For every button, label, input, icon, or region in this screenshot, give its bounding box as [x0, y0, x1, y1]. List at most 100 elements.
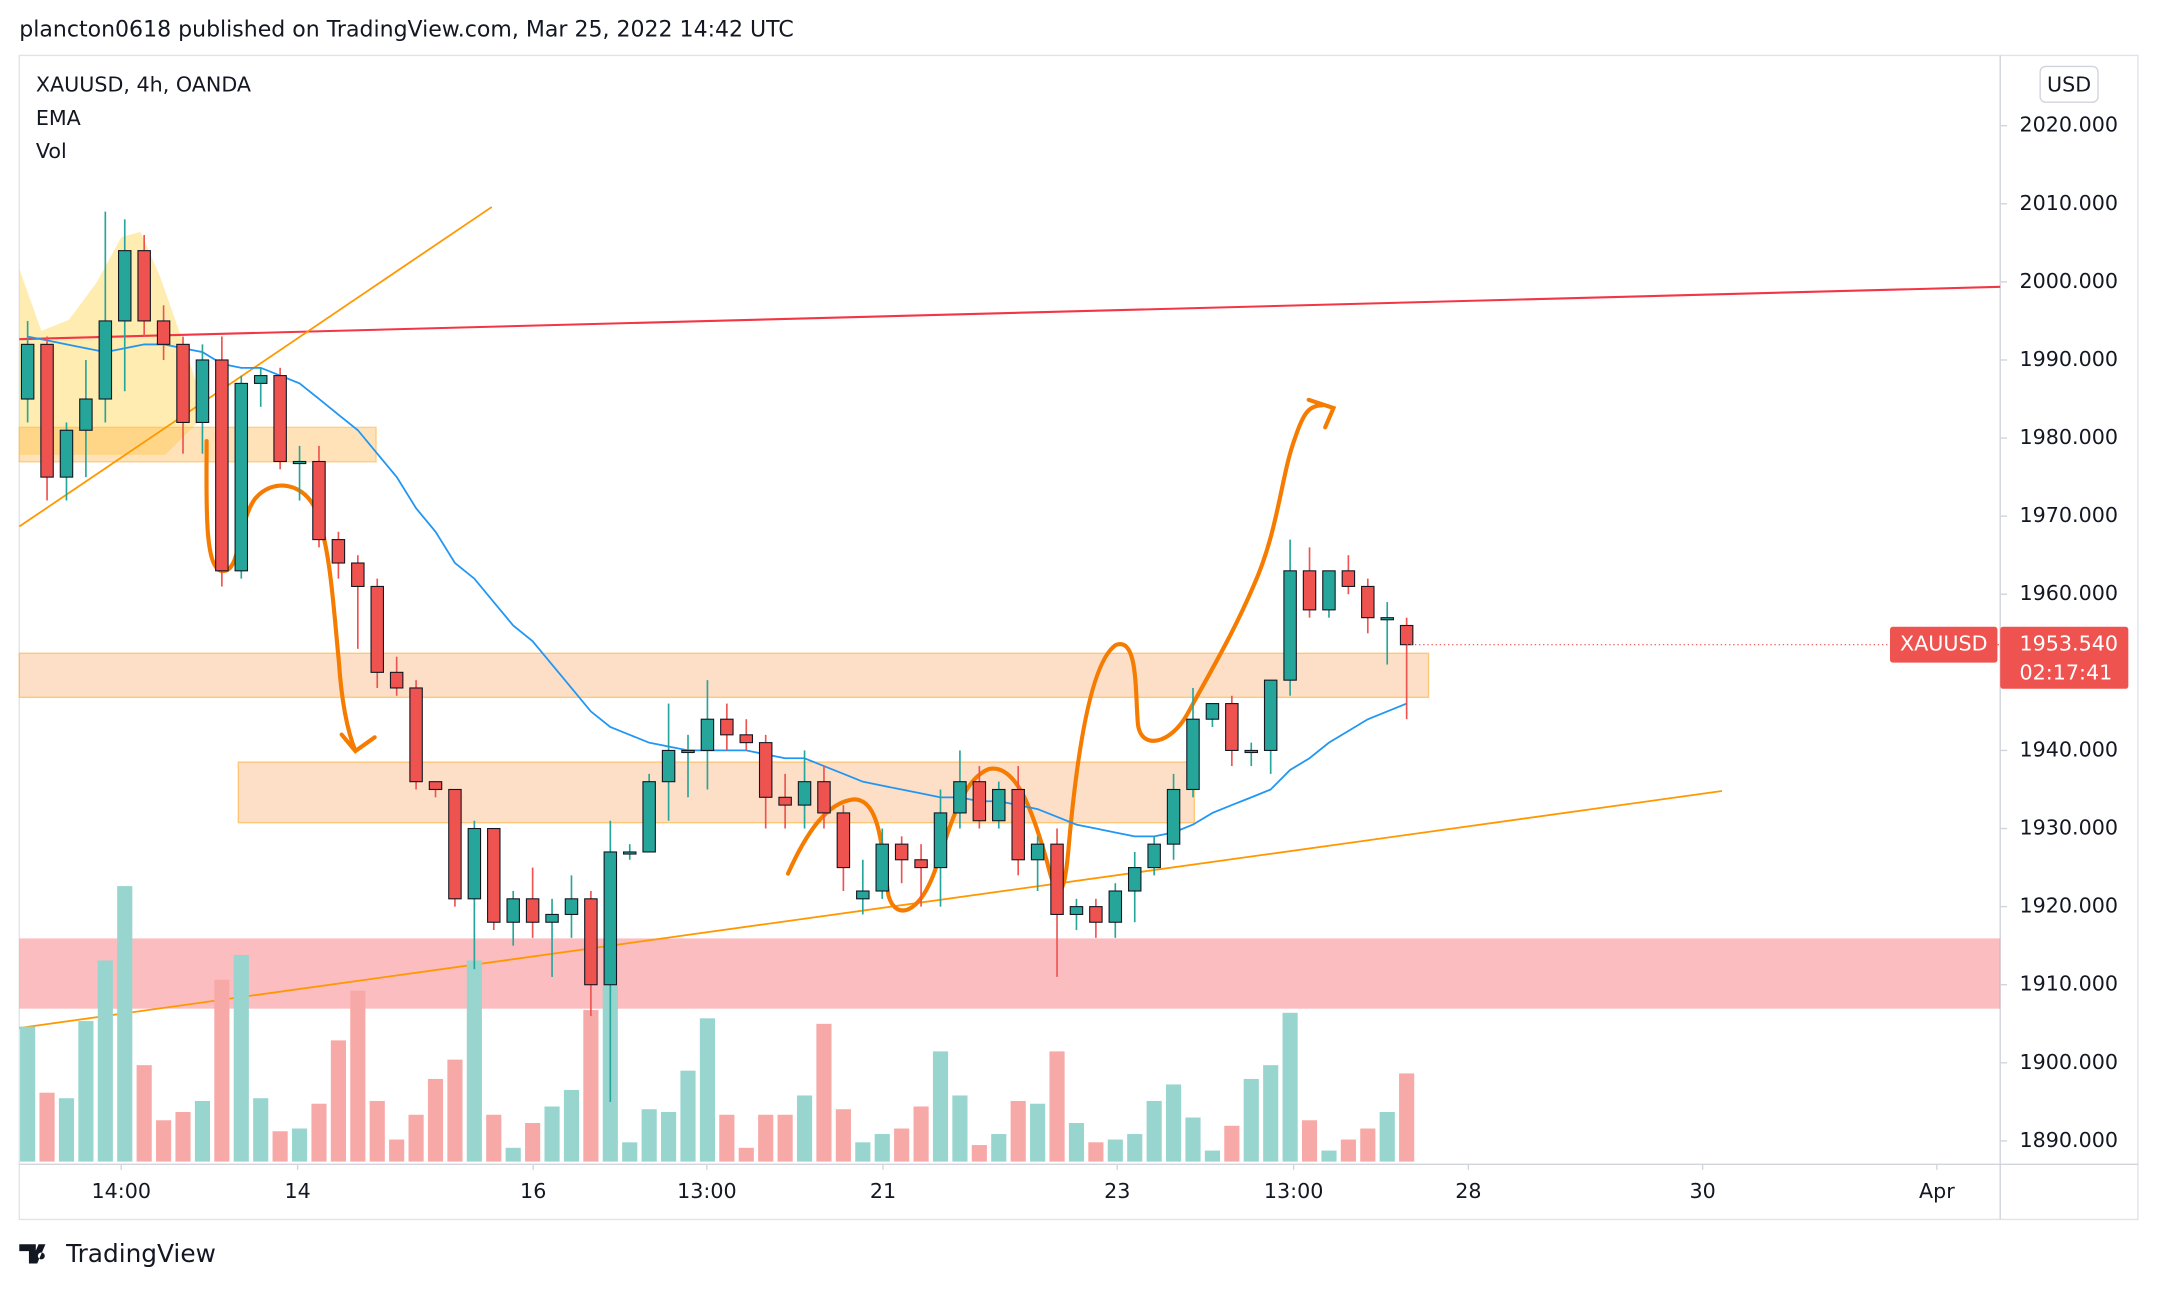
candle-body	[758, 742, 773, 798]
volume-bar	[1243, 1078, 1259, 1162]
price-tag-symbol-box	[1890, 626, 1998, 663]
marks	[20, 211, 2001, 1162]
candle-body	[739, 734, 754, 744]
volume-bar	[505, 1147, 521, 1162]
price-tag-box	[2000, 626, 2129, 689]
zone	[18, 426, 377, 463]
candle-body	[40, 343, 54, 478]
logo-icon	[19, 1244, 46, 1264]
x-tick-label: Apr	[1919, 1179, 1955, 1203]
volume-bar	[1340, 1139, 1356, 1162]
candle-body	[312, 460, 326, 541]
x-tick-label: 14:00	[91, 1179, 151, 1203]
candle-body	[467, 827, 482, 900]
candle-body	[1244, 749, 1259, 754]
currency-label[interactable]: USD	[2047, 73, 2091, 97]
volume-bar	[427, 1078, 444, 1162]
candle-body	[389, 671, 404, 689]
volume-bar	[369, 1100, 385, 1162]
header: plancton0618 published on TradingView.co…	[19, 18, 793, 43]
candle-body	[1361, 585, 1375, 619]
candle-body	[118, 250, 132, 322]
candle-body	[1147, 843, 1161, 869]
volume-bar	[97, 960, 113, 1162]
candle-body	[448, 788, 462, 900]
currency-button[interactable]	[2039, 65, 2099, 103]
candle-body	[1050, 843, 1064, 915]
candle-body	[914, 859, 928, 869]
trend-line	[19, 285, 2001, 341]
candle-body	[642, 781, 656, 853]
trend-line	[19, 790, 1723, 1029]
volume-bar	[1204, 1150, 1220, 1162]
candle-body	[292, 460, 307, 465]
candle-body	[234, 382, 249, 572]
candle-body	[720, 718, 734, 736]
volume-bar	[991, 1134, 1007, 1162]
candle-body	[195, 359, 210, 423]
volume-bar	[1127, 1134, 1143, 1162]
volume-bar	[214, 979, 230, 1162]
zone	[19, 938, 2001, 1009]
volume-bar	[20, 1026, 36, 1162]
y-tick-label: 1910.000	[2019, 972, 2118, 996]
candle-body	[933, 812, 948, 869]
candle-body	[370, 585, 384, 673]
x-tick-label: 16	[520, 1179, 546, 1203]
legend-indicator: EMA	[36, 106, 81, 130]
candle-body	[1166, 788, 1181, 845]
volume-bar	[894, 1128, 910, 1162]
volume-bar	[661, 1111, 677, 1162]
candle-body	[700, 718, 715, 751]
hand-drawn-arrow	[785, 397, 1337, 913]
candle-body	[545, 913, 559, 923]
candle-body	[59, 429, 74, 478]
y-tick-label: 2010.000	[2019, 191, 2118, 215]
volume-bar	[1379, 1111, 1395, 1162]
y-tick-label: 2000.000	[2019, 269, 2118, 293]
volume-bar	[622, 1142, 638, 1162]
volume-bar	[1321, 1150, 1337, 1162]
volume-bar	[1049, 1051, 1065, 1162]
volume-bar	[1185, 1117, 1201, 1162]
candle-body	[797, 781, 812, 806]
volume-bar	[1088, 1142, 1104, 1162]
volume-bar	[1263, 1065, 1279, 1162]
volume-bar	[952, 1095, 968, 1162]
y-tick-label: 1990.000	[2019, 347, 2118, 371]
candle-body	[351, 562, 365, 587]
candle-body	[1225, 703, 1239, 751]
volume-bar	[719, 1114, 735, 1162]
price-tag-price: 1953.540	[2019, 632, 2118, 656]
candle-body	[506, 898, 520, 923]
hand-drawn-arrow	[204, 439, 377, 754]
volume-bar	[350, 990, 366, 1162]
candle-body	[953, 781, 967, 814]
candle-body	[564, 898, 579, 915]
candle-body	[1283, 570, 1297, 681]
volume-bar	[291, 1128, 308, 1162]
volume-bar	[563, 1089, 580, 1162]
y-tick-label: 1980.000	[2019, 425, 2118, 449]
volume-bar	[136, 1065, 152, 1162]
candle-body	[525, 898, 540, 923]
volume-bar	[175, 1111, 191, 1162]
volume-bar	[194, 1100, 211, 1162]
candle-body	[1341, 570, 1356, 587]
volume-bar	[1399, 1073, 1415, 1162]
y-tick-label: 2020.000	[2019, 113, 2118, 137]
volume-bar	[816, 1023, 832, 1162]
candle-body	[1011, 788, 1025, 861]
x-tick-label: 28	[1455, 1179, 1481, 1203]
candle-body	[875, 843, 889, 892]
candle-body	[409, 687, 423, 783]
zone	[237, 761, 1196, 824]
volume-bar	[1107, 1139, 1123, 1162]
volume-bar	[233, 954, 249, 1162]
volume-bar	[156, 1120, 172, 1162]
price-tag-countdown: 02:17:41	[2019, 661, 2112, 685]
x-tick-label: 13:00	[677, 1179, 737, 1203]
volume-bar	[758, 1114, 774, 1162]
volume-bar	[58, 1098, 75, 1162]
volume-bar	[330, 1040, 346, 1162]
